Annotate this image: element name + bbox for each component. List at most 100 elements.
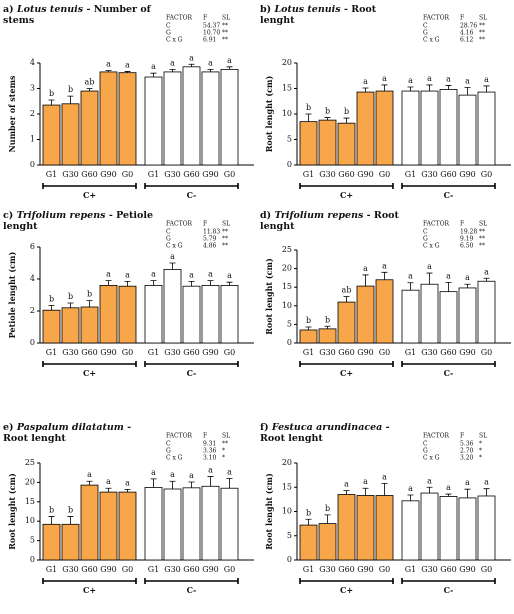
stats-cell: C x G xyxy=(423,455,440,462)
error-bar xyxy=(169,480,176,489)
bar xyxy=(318,328,337,344)
stats-cell: C xyxy=(166,23,171,30)
stats-cell: ** xyxy=(479,236,485,243)
panel-letter: a) xyxy=(3,4,14,15)
x-tick-label: G1 xyxy=(303,170,314,179)
error-bar xyxy=(381,482,388,496)
y-axis-label: Number of stems xyxy=(7,75,17,153)
significance-letter: b xyxy=(68,292,73,301)
stats-header: F xyxy=(460,433,464,440)
x-tick-label: G0 xyxy=(379,348,390,357)
stats-cell: ** xyxy=(479,30,485,37)
bar xyxy=(144,284,163,344)
panel-letter: d) xyxy=(260,210,272,221)
y-tick-label: 0 xyxy=(30,338,35,347)
stats-cell: 19.28 xyxy=(460,229,477,236)
error-bar xyxy=(305,326,312,330)
y-tick-label: 15 xyxy=(282,84,292,93)
x-tick-label: G60 xyxy=(440,348,457,357)
bar xyxy=(477,280,496,344)
stats-cell: C x G xyxy=(423,243,440,250)
error-bar xyxy=(150,280,157,286)
title-text: - Root lenght xyxy=(260,210,399,232)
title-text: - Root lenght xyxy=(260,4,377,26)
error-bar xyxy=(48,99,55,106)
x-tick-label: G1 xyxy=(405,170,416,179)
bar xyxy=(439,496,458,561)
error-bar xyxy=(207,280,214,286)
significance-letter: a xyxy=(382,74,387,83)
stats-cell: 11.83 xyxy=(203,229,220,236)
x-tick-label: G60 xyxy=(338,565,355,574)
title-text: - Root lenght xyxy=(3,422,132,444)
y-tick-label: 10 xyxy=(282,109,292,118)
group-label: C+ xyxy=(340,190,353,200)
significance-letter: a xyxy=(427,476,432,485)
group-label: C- xyxy=(187,368,197,378)
group-bracket xyxy=(401,183,496,189)
error-bar xyxy=(343,490,350,495)
group-label: C- xyxy=(444,585,454,595)
stats-cell: 9.31 xyxy=(203,441,216,448)
stats-header: SL xyxy=(222,221,230,228)
error-bar xyxy=(207,476,214,487)
error-bar xyxy=(362,487,369,496)
y-tick-label: 15 xyxy=(282,482,292,491)
y-tick-label: 20 xyxy=(282,264,292,273)
stats-header: F xyxy=(203,433,207,440)
species-name: Lotus tenuis xyxy=(16,4,84,15)
x-tick-label: G30 xyxy=(421,170,438,179)
error-bar xyxy=(445,281,452,292)
significance-letter: a xyxy=(446,271,451,280)
bar xyxy=(182,285,201,344)
bar xyxy=(439,291,458,344)
y-tick-label: 0 xyxy=(30,555,35,564)
stats-cell: 3.10 xyxy=(203,455,217,462)
x-tick-label: G1 xyxy=(405,565,416,574)
bar xyxy=(42,104,61,166)
stats-header: SL xyxy=(222,15,230,22)
x-tick-label: G60 xyxy=(183,565,200,574)
bar xyxy=(356,91,375,166)
error-bar xyxy=(426,272,433,285)
significance-letter: a xyxy=(446,74,451,83)
bar xyxy=(318,523,337,561)
error-bar xyxy=(150,72,157,78)
stats-cell: C xyxy=(166,441,171,448)
significance-letter: a xyxy=(465,273,470,282)
bar xyxy=(375,279,394,344)
bar xyxy=(163,268,182,344)
significance-letter: a xyxy=(484,267,489,276)
error-bar xyxy=(343,296,350,303)
significance-letter: a xyxy=(106,60,111,69)
error-bar xyxy=(67,302,74,308)
bar xyxy=(337,494,356,561)
x-tick-label: G1 xyxy=(46,170,57,179)
x-tick-label: G60 xyxy=(81,565,98,574)
stats-table: FACTOR F SL C 9.31 ** G 3.36 * C x G 3.10 * xyxy=(166,433,230,462)
bar xyxy=(118,72,137,166)
x-tick-label: G0 xyxy=(224,170,235,179)
species-name: Trifolium repens xyxy=(274,210,364,221)
x-tick-label: G1 xyxy=(46,565,57,574)
bar xyxy=(201,284,220,344)
x-tick-label: G30 xyxy=(62,170,79,179)
bar xyxy=(220,68,239,166)
bar xyxy=(42,309,61,344)
significance-letter: a xyxy=(382,472,387,481)
x-tick-label: G0 xyxy=(122,565,133,574)
x-tick-label: G30 xyxy=(62,348,79,357)
significance-letter: a xyxy=(87,470,92,479)
bar xyxy=(401,289,420,344)
stats-cell: G xyxy=(166,448,171,455)
error-bar xyxy=(464,283,471,288)
group-label: C+ xyxy=(340,585,353,595)
group-bracket xyxy=(42,578,137,584)
x-tick-label: G60 xyxy=(338,170,355,179)
significance-letter: a xyxy=(170,58,175,67)
group-label: C- xyxy=(444,368,454,378)
error-bar xyxy=(86,88,93,92)
stats-cell: ** xyxy=(479,37,485,44)
